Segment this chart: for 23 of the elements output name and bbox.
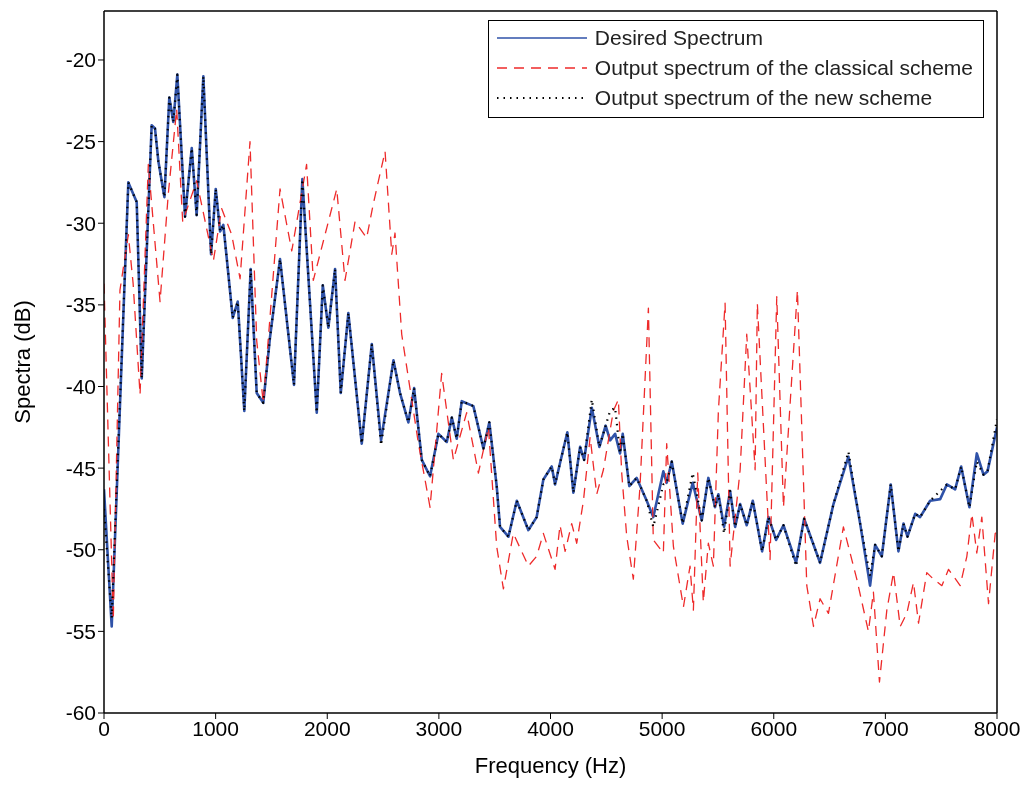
y-tick-label: -20 <box>65 48 96 72</box>
x-tick-label: 2000 <box>303 716 351 740</box>
y-tick-label: -55 <box>65 619 96 643</box>
y-tick-label: -50 <box>65 538 96 562</box>
legend-label: Desired Spectrum <box>594 25 763 51</box>
x-axis-title: Frequency (Hz) <box>474 753 627 778</box>
y-tick-label: -45 <box>65 456 96 480</box>
x-tick-label: 5000 <box>638 716 686 740</box>
y-tick-label: -30 <box>65 211 96 235</box>
x-tick-label: 7000 <box>862 716 909 740</box>
x-tick-label: 0 <box>98 716 110 740</box>
y-tick-label: -25 <box>65 130 96 154</box>
y-tick-label: -40 <box>65 374 96 398</box>
x-tick-label: 8000 <box>973 716 1021 740</box>
x-tick-label: 4000 <box>527 716 574 740</box>
x-tick-label: 1000 <box>192 716 239 740</box>
x-tick-label: 3000 <box>415 716 463 740</box>
legend-label: Output spectrum of the new scheme <box>594 85 933 111</box>
y-tick-label: -60 <box>65 701 96 725</box>
x-tick-label: 6000 <box>750 716 798 740</box>
y-tick-label: -35 <box>65 293 96 317</box>
y-axis-title: Spectra (dB) <box>9 300 35 424</box>
legend-label: Output spectrum of the classical scheme <box>594 55 973 81</box>
